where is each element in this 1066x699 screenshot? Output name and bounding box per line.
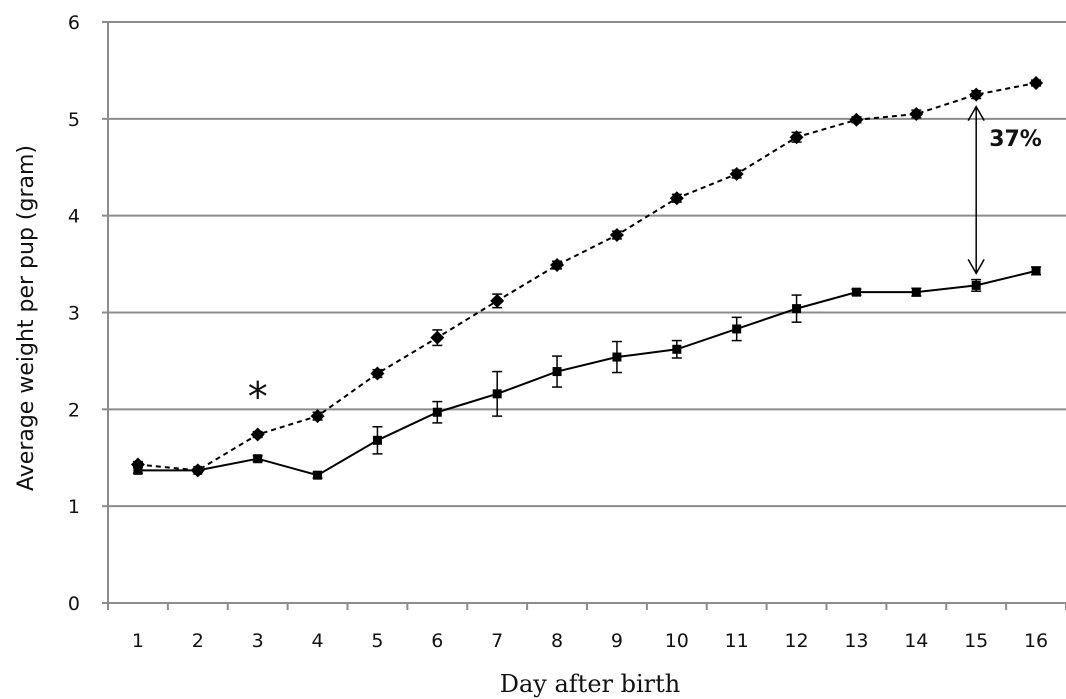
series-1-line: [137, 82, 1037, 472]
x-tick-label-12: 12: [784, 630, 808, 652]
annotation-arrow-head-top: [967, 105, 985, 121]
x-tick-label-10: 10: [665, 630, 689, 652]
y-tick-label-3: 3: [68, 303, 80, 325]
series-1-point-15: [969, 87, 984, 102]
x-tick-label-7: 7: [491, 630, 503, 652]
series-2-point-8: [552, 367, 562, 377]
annotation-asterisk: *: [248, 375, 268, 421]
x-tick-label-9: 9: [611, 630, 623, 652]
x-tick-label-8: 8: [551, 630, 563, 652]
series-2-point-5: [372, 435, 382, 445]
x-tick-label-13: 13: [844, 630, 868, 652]
y-tick-label-6: 6: [68, 12, 80, 34]
x-tick-label-6: 6: [431, 630, 443, 652]
y-axis-title: Average weight per pup (gram): [14, 145, 39, 491]
series-2-line: [137, 269, 1037, 477]
series-1-point-13: [849, 112, 864, 127]
x-axis-title: Day after birth: [500, 670, 681, 698]
y-tick-label-5: 5: [68, 109, 80, 131]
series-2-point-4: [313, 470, 323, 480]
series-2-point-15: [971, 280, 981, 290]
series-2-point-14: [911, 287, 921, 297]
series-1-point-11: [729, 167, 744, 182]
series-2-point-3: [253, 454, 263, 464]
annotation-arrow-head-bottom: [967, 259, 985, 275]
series-1-point-12: [789, 130, 804, 145]
y-tick-label-4: 4: [68, 206, 80, 228]
series-2-point-10: [672, 344, 682, 354]
x-tick-label-2: 2: [192, 630, 204, 652]
y-tick-label-2: 2: [68, 399, 80, 421]
series-2-point-16: [1031, 266, 1041, 276]
series-1-point-14: [909, 106, 924, 121]
series-1-point-5: [370, 366, 385, 381]
series-1-point-7: [490, 293, 505, 308]
series-2-point-6: [432, 407, 442, 417]
x-tick-label-1: 1: [132, 630, 144, 652]
series-1-point-16: [1029, 76, 1044, 91]
y-tick-label-0: 0: [68, 593, 80, 615]
series-2-point-13: [851, 287, 861, 297]
x-tick-label-11: 11: [725, 630, 749, 652]
series-2-point-9: [612, 352, 622, 362]
series-1: [130, 76, 1044, 478]
series-2-point-12: [792, 304, 802, 314]
series-1-point-8: [550, 258, 565, 273]
series-1-point-3: [250, 427, 265, 442]
x-tick-label-4: 4: [312, 630, 324, 652]
series-2-point-7: [492, 389, 502, 399]
series-2-point-1: [133, 465, 143, 475]
series-2-point-11: [732, 324, 742, 334]
x-tick-label-15: 15: [964, 630, 988, 652]
annotation-label-percent: 37%: [989, 127, 1042, 152]
x-tick-label-5: 5: [371, 630, 383, 652]
series-1-point-6: [430, 330, 445, 345]
x-tick-label-14: 14: [904, 630, 928, 652]
x-tick-label-16: 16: [1024, 630, 1048, 652]
series-1-point-4: [310, 409, 325, 424]
series-1-point-10: [669, 191, 684, 206]
y-tick-label-1: 1: [68, 496, 80, 518]
series-2: [132, 266, 1042, 480]
x-tick-label-3: 3: [252, 630, 264, 652]
series-2-point-2: [193, 465, 203, 475]
series-1-point-9: [609, 228, 624, 243]
